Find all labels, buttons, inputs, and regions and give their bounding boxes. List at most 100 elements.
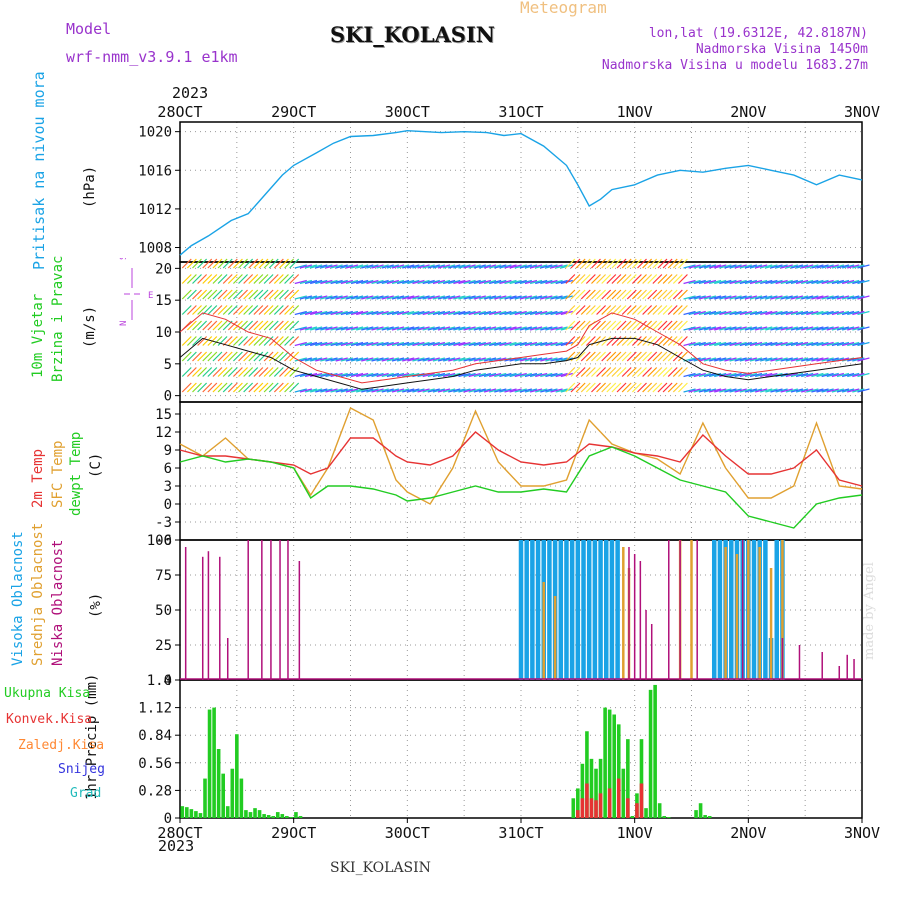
wind-barb	[304, 341, 318, 347]
wind-barb	[765, 388, 778, 393]
wind-barb	[386, 372, 400, 378]
wind-barb	[621, 367, 632, 377]
wind-barb	[642, 305, 653, 315]
wind-barb	[473, 357, 486, 362]
low-cloud-bar	[270, 540, 272, 680]
precip-conv-bar	[580, 798, 585, 818]
wind-barb	[356, 279, 369, 285]
wind-barb	[765, 357, 778, 362]
wind-barb	[366, 326, 379, 331]
y-tick-label: -3	[155, 515, 172, 531]
wind-barb	[565, 320, 576, 331]
wind-barb	[596, 258, 607, 269]
wind-barb	[795, 310, 809, 316]
wind-barb	[826, 357, 839, 362]
wind-barb	[775, 310, 788, 316]
wind-barb	[448, 279, 461, 285]
dewpt-line	[179, 446, 863, 529]
wind-barb	[514, 357, 527, 362]
wind-barb	[811, 326, 824, 331]
wind-barb	[350, 295, 364, 300]
y-tick-label: 15	[155, 293, 172, 309]
wind-barb	[335, 310, 348, 316]
wind-barb	[376, 372, 389, 378]
wind-barb	[304, 326, 318, 331]
wind-barb	[376, 264, 389, 269]
wind-barb	[238, 367, 248, 377]
wind-barb	[437, 264, 451, 269]
wind-barb	[238, 336, 248, 346]
wind-barb	[729, 310, 742, 316]
wind-barb	[217, 274, 228, 284]
wind-barb	[350, 310, 364, 316]
wind-barb	[294, 279, 307, 285]
wind-barb	[273, 274, 284, 284]
wind-barb	[222, 305, 233, 315]
low-cloud-bar	[846, 654, 848, 680]
wind-barb	[192, 382, 202, 393]
wind-barb	[703, 388, 717, 393]
wind-barb	[698, 264, 712, 269]
wind-barb	[575, 382, 586, 393]
wind-barb	[790, 326, 804, 331]
wind-barb	[714, 279, 727, 285]
wind-barb	[422, 264, 435, 269]
pressure-panel: 1008 1012 1016 1020	[138, 121, 863, 263]
wind-barb	[422, 310, 435, 316]
wind-gust-line	[179, 312, 863, 384]
wind-barb	[478, 388, 492, 393]
precip-total-bar	[589, 758, 594, 818]
precip-total-bar	[616, 724, 621, 818]
wind-barb	[580, 274, 591, 284]
wind-barb	[724, 310, 737, 316]
meteogram-label: Meteogram	[520, 0, 607, 17]
low-cloud-bar	[650, 624, 653, 680]
wind-barb	[775, 279, 788, 285]
wind-barb	[698, 326, 712, 331]
wind-barb	[192, 320, 202, 331]
wind-barb	[494, 310, 507, 316]
wind-barb	[442, 310, 456, 316]
wind-barb	[509, 310, 522, 316]
wind-barb	[478, 264, 492, 269]
wind-barb	[279, 305, 289, 315]
high-cloud-bar	[586, 540, 592, 680]
wind-barb	[831, 341, 845, 347]
wind-barb	[657, 274, 668, 284]
wind-barb	[402, 295, 415, 300]
wind-barb	[852, 326, 865, 331]
wind-barb	[637, 258, 647, 269]
precip-total-bar	[262, 814, 266, 818]
wind-barb	[570, 289, 581, 300]
wind-barb	[483, 341, 497, 347]
wind-barb	[755, 357, 768, 362]
wind-barb	[811, 310, 824, 316]
wind-barb	[678, 289, 688, 300]
wind-barb	[232, 351, 243, 362]
wind-barb	[489, 295, 502, 300]
wind-barb	[325, 388, 338, 393]
wind-barb	[463, 341, 476, 347]
wind-barb	[831, 264, 845, 269]
wind-barb	[575, 351, 586, 362]
precip-total-bar	[244, 810, 248, 818]
wind-barb	[801, 372, 814, 378]
wind-barb	[494, 279, 507, 285]
wind-barb	[616, 336, 627, 346]
wind-barb	[519, 326, 533, 331]
precip-total-bar	[266, 815, 271, 818]
wind-barb	[816, 264, 829, 269]
wind-barb	[391, 326, 405, 331]
wind-barb	[606, 351, 617, 362]
wind-barb	[683, 279, 696, 285]
wind-barb	[453, 388, 466, 393]
wind-barb	[299, 310, 313, 316]
wind-barb	[273, 382, 284, 393]
wind-barb	[463, 326, 476, 331]
wind-barb	[688, 264, 701, 269]
wind-barb	[755, 310, 768, 316]
wind-barb	[396, 341, 410, 347]
wind-barb	[683, 341, 696, 347]
wind-barb	[289, 258, 300, 269]
wind-barb	[703, 264, 717, 269]
